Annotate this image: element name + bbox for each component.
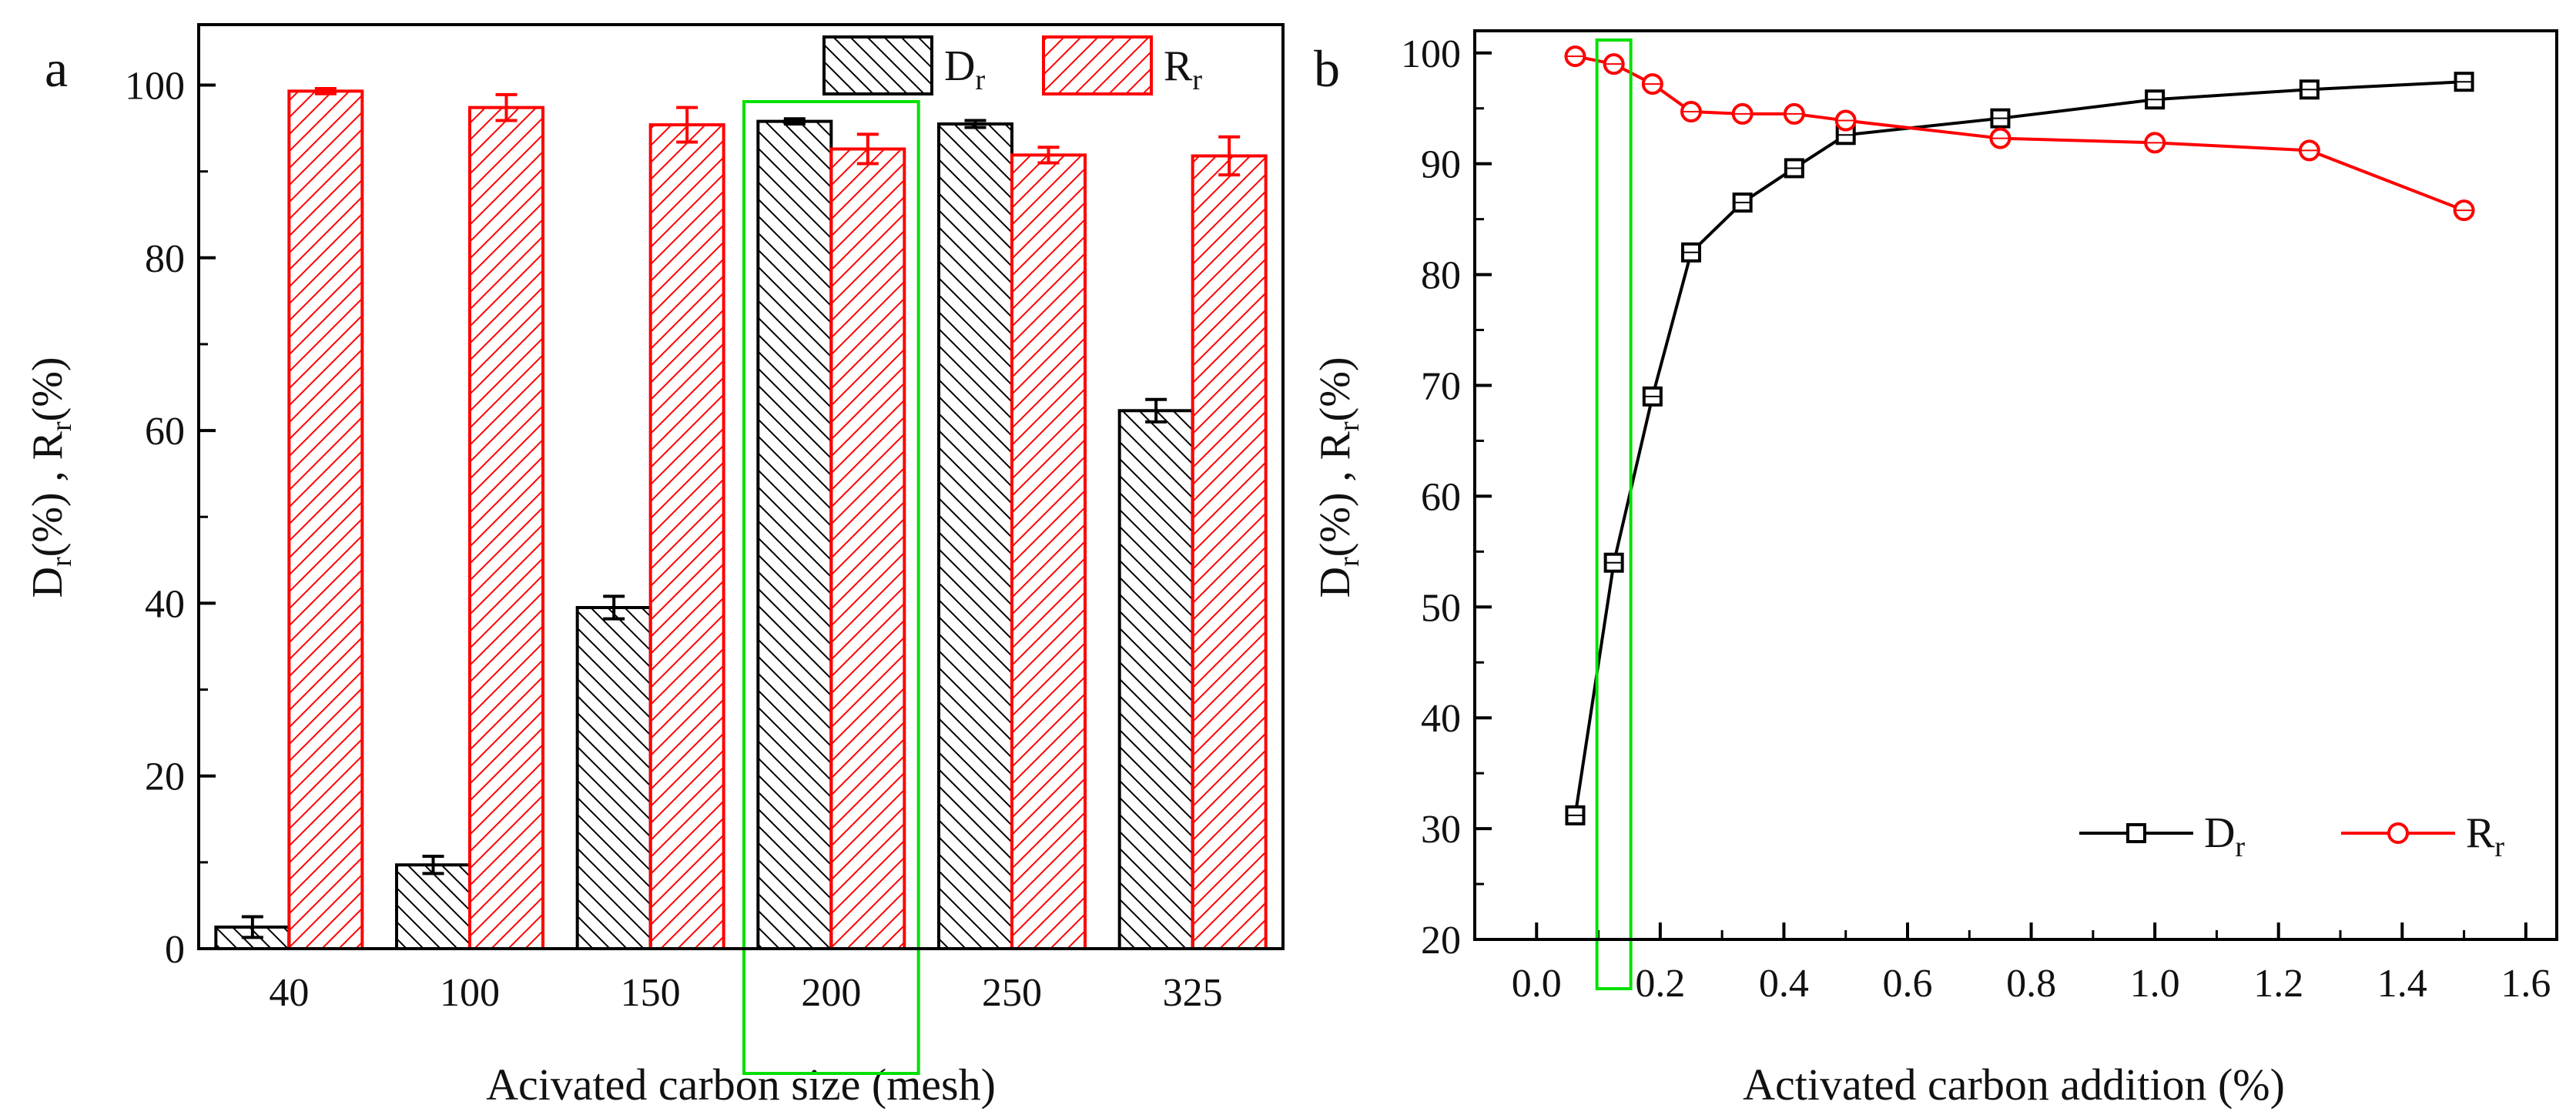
y-tick-label: 80 <box>1421 254 1461 298</box>
x-tick-label: 1.6 <box>2501 962 2551 1006</box>
panel-a-bars <box>214 86 1268 1075</box>
series-line-rr <box>1575 55 2465 212</box>
y-tick-label: 80 <box>145 237 185 281</box>
y-tick-label: 50 <box>1421 586 1461 630</box>
bar-dr-250 <box>937 122 1013 951</box>
panel-a-y-axis-title: Dr(%) , Rr(%) <box>24 357 78 598</box>
panel-b: b Dr(%) , Rr(%) Activated carbon additio… <box>1311 29 2558 1110</box>
legend-label-rr: Rr <box>1164 42 1202 96</box>
highlight-box <box>742 100 920 1075</box>
panel-a-x-axis-title: Acivated carbon size (mesh) <box>486 1060 996 1110</box>
y-tick-label: 20 <box>1421 919 1461 963</box>
y-tick-label: 60 <box>145 410 185 454</box>
panel-a-label: a <box>45 39 68 98</box>
y-tick-label: 100 <box>125 65 185 109</box>
x-tick-label: 0.0 <box>1512 962 1562 1006</box>
y-tick-label: 40 <box>1421 697 1461 741</box>
x-tick-label: 40 <box>269 971 309 1015</box>
series-line-dr <box>1573 80 2464 816</box>
bar-rr-40 <box>287 89 364 951</box>
panel-b-plot-frame <box>1473 29 2558 941</box>
panel-b-x-axis-title: Activated carbon addition (%) <box>1743 1060 2285 1110</box>
x-tick-label: 0.8 <box>2006 962 2056 1006</box>
bar-dr-150 <box>575 606 652 950</box>
x-tick-label: 250 <box>982 971 1042 1015</box>
y-tick-label: 60 <box>1421 475 1461 519</box>
panel-b-label: b <box>1314 39 1340 98</box>
legend-marker-rr <box>2387 822 2409 844</box>
panel-a-axes: 0 20 40 60 80 100 40 100 150 200 250 325 <box>125 65 1223 1015</box>
bar-rr-200 <box>829 147 906 950</box>
x-tick-label: 325 <box>1163 971 1223 1015</box>
x-tick-label: 1.0 <box>2130 962 2180 1006</box>
legend-label-dr: Dr <box>944 42 985 96</box>
y-tick-label: 70 <box>1421 364 1461 408</box>
panel-b-y-axis-title: Dr(%) , Rr(%) <box>1311 357 1365 598</box>
bar-dr-200 <box>756 119 833 951</box>
x-tick-label: 1.2 <box>2253 962 2303 1006</box>
x-tick-label: 100 <box>440 971 500 1015</box>
legend-swatch-rr <box>1042 35 1153 95</box>
y-tick-label: 40 <box>145 582 185 626</box>
bar-rr-100 <box>468 105 544 950</box>
legend-label-dr: Dr <box>2204 809 2245 863</box>
x-tick-label: 0.2 <box>1635 962 1685 1006</box>
panel-a-legend: Dr Rr <box>822 35 1202 96</box>
panel-b-legend: Dr Rr <box>2079 809 2504 863</box>
bar-dr-100 <box>395 863 471 951</box>
y-tick-label: 100 <box>1401 32 1461 76</box>
x-tick-label: 0.6 <box>1883 962 1933 1006</box>
x-tick-label: 200 <box>801 971 861 1015</box>
panel-b-series <box>1564 39 2475 990</box>
highlight-box <box>1595 39 1633 990</box>
x-tick-label: 1.4 <box>2377 962 2427 1006</box>
legend-swatch-dr <box>822 35 933 95</box>
y-tick-label: 90 <box>1421 143 1461 187</box>
y-tick-label: 20 <box>145 755 185 799</box>
panel-b-axes: 20 30 40 50 60 70 80 90 100 0.0 0.2 0.4 0.6 0.8 1.0 1.2… <box>1401 32 2551 1006</box>
bar-rr-250 <box>1010 153 1087 950</box>
y-tick-label: 0 <box>165 928 185 972</box>
bar-rr-325 <box>1191 154 1268 950</box>
bar-dr-325 <box>1117 409 1194 950</box>
legend-marker-dr <box>2126 823 2146 843</box>
legend-label-rr: Rr <box>2466 809 2504 863</box>
x-tick-label: 0.4 <box>1759 962 1809 1006</box>
panel-a-plot-frame <box>197 23 1285 950</box>
bar-rr-150 <box>648 123 725 950</box>
x-tick-label: 150 <box>621 971 681 1015</box>
panel-a: a Dr(%) , Rr(%) Acivated carbon size (me… <box>24 23 1285 1110</box>
y-tick-label: 30 <box>1421 808 1461 852</box>
